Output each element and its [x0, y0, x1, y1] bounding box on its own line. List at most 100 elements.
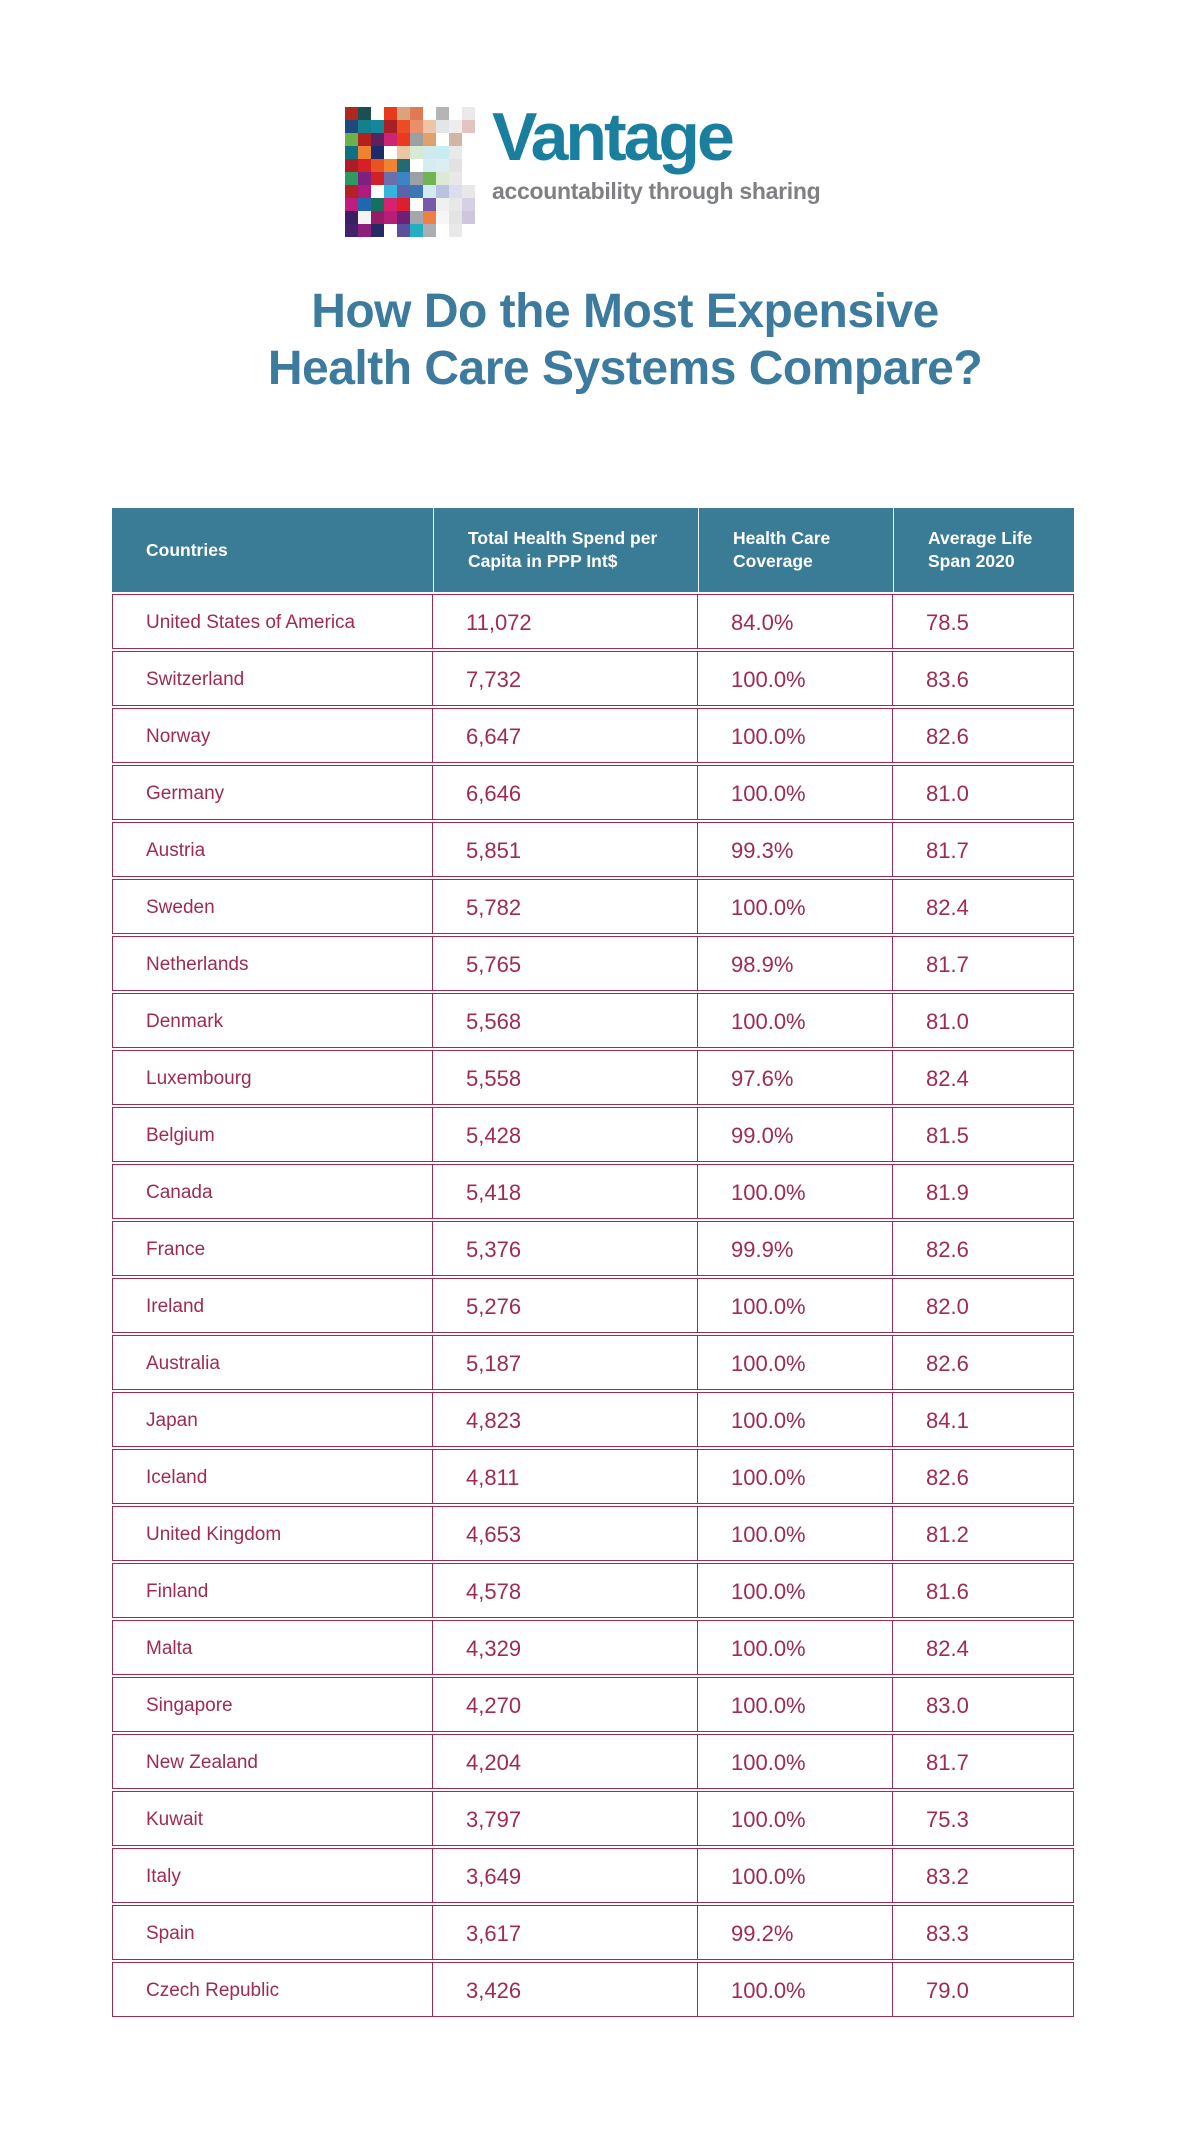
coverage-cell: 100.0% [698, 1449, 893, 1504]
column-header-lifespan: Average Life Span 2020 [893, 508, 1074, 592]
lifespan-cell: 83.2 [893, 1848, 1074, 1903]
mosaic-tile [345, 211, 358, 224]
coverage-cell: 98.9% [698, 936, 893, 991]
mosaic-tile [423, 172, 436, 185]
mosaic-tile [410, 107, 423, 120]
coverage-cell: 100.0% [698, 1677, 893, 1732]
mosaic-tile [462, 107, 475, 120]
coverage-cell: 100.0% [698, 1278, 893, 1333]
lifespan-cell: 82.0 [893, 1278, 1074, 1333]
lifespan-cell: 83.6 [893, 651, 1074, 706]
mosaic-tile [436, 185, 449, 198]
mosaic-tile [345, 120, 358, 133]
mosaic-tile [462, 159, 475, 172]
mosaic-tile [345, 159, 358, 172]
spend-cell: 3,797 [433, 1791, 698, 1846]
mosaic-tile [397, 159, 410, 172]
coverage-cell: 100.0% [698, 765, 893, 820]
country-cell: Spain [112, 1905, 433, 1960]
coverage-cell: 100.0% [698, 993, 893, 1048]
mosaic-tile [410, 159, 423, 172]
vantage-logo: Vantage accountability through sharing [345, 103, 821, 237]
mosaic-tile [384, 107, 397, 120]
spend-cell: 5,276 [433, 1278, 698, 1333]
spend-cell: 3,649 [433, 1848, 698, 1903]
coverage-cell: 99.3% [698, 822, 893, 877]
mosaic-tile [345, 133, 358, 146]
mosaic-tile [371, 120, 384, 133]
column-header-countries: Countries [112, 508, 433, 592]
spend-cell: 5,418 [433, 1164, 698, 1219]
lifespan-cell: 82.4 [893, 1050, 1074, 1105]
country-cell: New Zealand [112, 1734, 433, 1789]
mosaic-tile [462, 211, 475, 224]
mosaic-tile [423, 120, 436, 133]
table-row: Malta 4,329 100.0% 82.4 [112, 1620, 1074, 1675]
table-row: Netherlands 5,765 98.9% 81.7 [112, 936, 1074, 991]
lifespan-cell: 79.0 [893, 1962, 1074, 2017]
mosaic-tile [384, 120, 397, 133]
mosaic-tile [371, 159, 384, 172]
country-cell: Switzerland [112, 651, 433, 706]
table-row: Canada 5,418 100.0% 81.9 [112, 1164, 1074, 1219]
spend-cell: 6,647 [433, 708, 698, 763]
coverage-cell: 99.0% [698, 1107, 893, 1162]
mosaic-tile [423, 107, 436, 120]
table-row: Ireland 5,276 100.0% 82.0 [112, 1278, 1074, 1333]
mosaic-tile [384, 172, 397, 185]
mosaic-tile [423, 159, 436, 172]
country-cell: Australia [112, 1335, 433, 1390]
mosaic-tile [423, 198, 436, 211]
country-cell: Luxembourg [112, 1050, 433, 1105]
lifespan-cell: 81.2 [893, 1506, 1074, 1561]
mosaic-tile [436, 211, 449, 224]
mosaic-tile [358, 198, 371, 211]
mosaic-tile [358, 159, 371, 172]
table-row: France 5,376 99.9% 82.6 [112, 1221, 1074, 1276]
mosaic-tile [384, 146, 397, 159]
country-cell: Netherlands [112, 936, 433, 991]
mosaic-tile [371, 172, 384, 185]
mosaic-tile [410, 224, 423, 237]
mosaic-tile [410, 172, 423, 185]
mosaic-tile [397, 133, 410, 146]
mosaic-tile [462, 224, 475, 237]
mosaic-tile [345, 198, 358, 211]
mosaic-tile [384, 185, 397, 198]
column-header-coverage: Health Care Coverage [698, 508, 893, 592]
spend-cell: 4,823 [433, 1392, 698, 1447]
mosaic-tile [397, 185, 410, 198]
mosaic-tile [449, 224, 462, 237]
country-cell: Canada [112, 1164, 433, 1219]
country-cell: Sweden [112, 879, 433, 934]
spend-cell: 3,426 [433, 1962, 698, 2017]
country-cell: United States of America [112, 594, 433, 649]
mosaic-tile [384, 198, 397, 211]
country-cell: Norway [112, 708, 433, 763]
mosaic-tile [410, 198, 423, 211]
mosaic-tile [423, 185, 436, 198]
mosaic-tile [397, 198, 410, 211]
mosaic-tile [397, 107, 410, 120]
country-cell: Austria [112, 822, 433, 877]
country-cell: Belgium [112, 1107, 433, 1162]
lifespan-cell: 83.0 [893, 1677, 1074, 1732]
mosaic-tile [410, 211, 423, 224]
table-row: Iceland 4,811 100.0% 82.6 [112, 1449, 1074, 1504]
mosaic-tile [410, 146, 423, 159]
mosaic-tile [436, 133, 449, 146]
country-cell: Kuwait [112, 1791, 433, 1846]
mosaic-tile [358, 120, 371, 133]
mosaic-tile [436, 146, 449, 159]
lifespan-cell: 75.3 [893, 1791, 1074, 1846]
table-row: Spain 3,617 99.2% 83.3 [112, 1905, 1074, 1960]
lifespan-cell: 81.0 [893, 765, 1074, 820]
mosaic-tile [423, 146, 436, 159]
coverage-cell: 100.0% [698, 1506, 893, 1561]
spend-cell: 4,270 [433, 1677, 698, 1732]
mosaic-tile [436, 120, 449, 133]
mosaic-tile [423, 133, 436, 146]
mosaic-tile [371, 107, 384, 120]
coverage-cell: 100.0% [698, 651, 893, 706]
country-cell: Italy [112, 1848, 433, 1903]
